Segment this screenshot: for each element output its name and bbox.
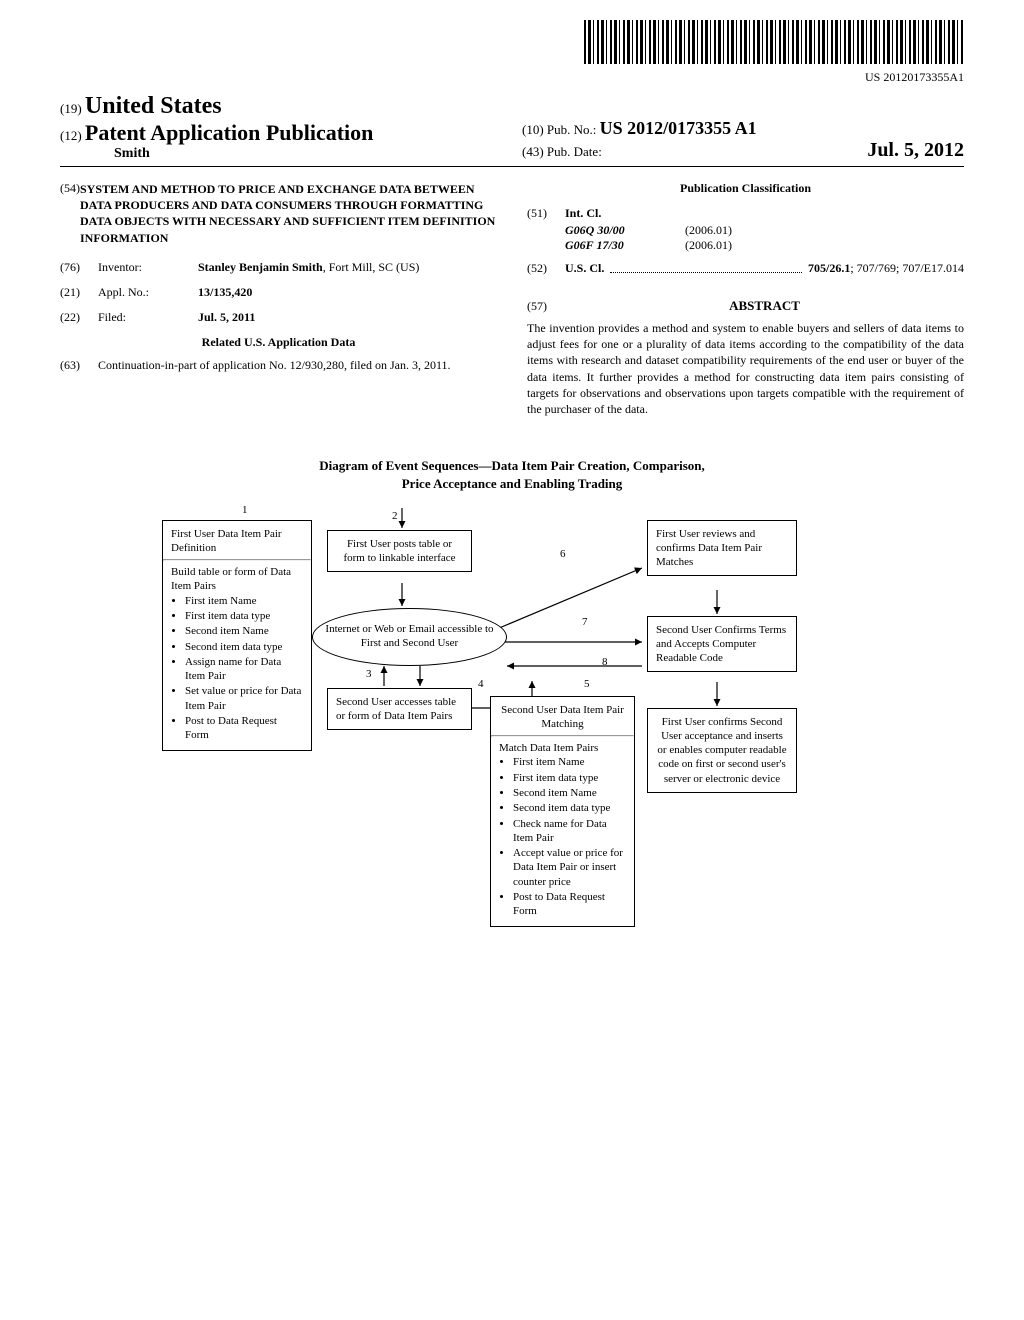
intcl-year-0: (2006.01) — [685, 223, 732, 238]
box5-items: First item Name First item data type Sec… — [513, 755, 626, 918]
left-column: (54) SYSTEM AND METHOD TO PRICE AND EXCH… — [60, 181, 497, 417]
author-name: Smith — [114, 146, 502, 162]
uscl-dots — [610, 261, 802, 273]
invention-title: SYSTEM AND METHOD TO PRICE AND EXCHANGE … — [80, 181, 497, 246]
code43: (43) — [522, 144, 544, 159]
box5-item: Post to Data Request Form — [513, 890, 626, 919]
diagram: 1 First User Data Item Pair Definition B… — [162, 508, 862, 1128]
abstract-heading: ABSTRACT — [565, 298, 964, 314]
code12: (12) — [60, 128, 82, 143]
pub-date: Jul. 5, 2012 — [867, 139, 964, 162]
box5-item: Second item data type — [513, 801, 626, 815]
oval3: Internet or Web or Email accessible to F… — [312, 608, 507, 666]
box1-item: Second item data type — [185, 640, 303, 654]
country-name: United States — [85, 93, 222, 119]
intcl-code-1: G06F 17/30 — [565, 238, 685, 253]
oval3-text: Internet or Web or Email accessible to F… — [321, 623, 498, 649]
oval3-num: 3 — [366, 668, 372, 680]
related-heading: Related U.S. Application Data — [60, 335, 497, 350]
barcode-text: US 20120173355A1 — [60, 70, 964, 85]
box7-text: Second User Confirms Terms and Accepts C… — [656, 624, 786, 665]
diagram-title-2: Price Acceptance and Enabling Trading — [402, 476, 623, 491]
box5-item: Check name for Data Item Pair — [513, 817, 626, 846]
classification-heading: Publication Classification — [527, 181, 964, 196]
code22: (22) — [60, 310, 98, 325]
diagram-title-1: Diagram of Event Sequences—Data Item Pai… — [319, 458, 705, 473]
header-row: (19) United States (12) Patent Applicati… — [60, 93, 964, 162]
box6-text: First User reviews and confirms Data Ite… — [656, 528, 762, 569]
filed-label: Filed: — [98, 310, 198, 325]
box5-item: Accept value or price for Data Item Pair… — [513, 846, 626, 889]
inventor-name: Stanley Benjamin Smith — [198, 260, 323, 274]
box5: Second User Data Item Pair Matching Matc… — [490, 696, 635, 927]
box5-num: 5 — [584, 678, 590, 690]
box5-title: Second User Data Item Pair Matching — [499, 703, 626, 732]
box5-item: First item data type — [513, 771, 626, 785]
box1-item: First item Name — [185, 594, 303, 608]
code19: (19) — [60, 101, 82, 116]
bibliographic-columns: (54) SYSTEM AND METHOD TO PRICE AND EXCH… — [60, 181, 964, 417]
pub-type: Patent Application Publication — [85, 120, 373, 145]
intcl-label: Int. Cl. — [565, 206, 964, 221]
intcl-year-1: (2006.01) — [685, 238, 732, 253]
box2: First User posts table or form to linkab… — [327, 530, 472, 573]
box1: First User Data Item Pair Definition Bui… — [162, 520, 312, 751]
uscl-rest: ; 707/769; 707/E17.014 — [850, 261, 964, 275]
code51: (51) — [527, 206, 565, 221]
inventor-label: Inventor: — [98, 260, 198, 275]
code54: (54) — [60, 181, 80, 246]
box8-num: 8 — [602, 656, 608, 668]
box5-subtitle: Match Data Item Pairs — [499, 741, 626, 755]
box7: Second User Confirms Terms and Accepts C… — [647, 616, 797, 673]
pub-no: US 2012/0173355 A1 — [600, 118, 757, 138]
diagram-title: Diagram of Event Sequences—Data Item Pai… — [60, 457, 964, 493]
box6-num: 6 — [560, 548, 566, 560]
box2-num: 2 — [392, 510, 398, 522]
code63: (63) — [60, 358, 98, 373]
uscl-bold: 705/26.1 — [808, 261, 850, 275]
code57: (57) — [527, 299, 565, 314]
box6: First User reviews and confirms Data Ite… — [647, 520, 797, 577]
header-rule — [60, 166, 964, 167]
filed-date: Jul. 5, 2011 — [198, 310, 497, 325]
box1-subtitle: Build table or form of Data Item Pairs — [171, 565, 303, 594]
pub-date-label: Pub. Date: — [547, 144, 602, 159]
box1-item: Post to Data Request Form — [185, 714, 303, 743]
box4-num: 4 — [478, 678, 484, 690]
box8-text: First User confirms Second User acceptan… — [657, 716, 786, 785]
pub-no-label: Pub. No.: — [547, 122, 596, 137]
code52: (52) — [527, 261, 565, 276]
uscl-label: U.S. Cl. — [565, 261, 604, 276]
box2-text: First User posts table or form to linkab… — [343, 538, 455, 564]
box1-item: Assign name for Data Item Pair — [185, 655, 303, 684]
code21: (21) — [60, 285, 98, 300]
code76: (76) — [60, 260, 98, 275]
box1-items: First item Name First item data type Sec… — [185, 594, 303, 743]
box4: Second User accesses table or form of Da… — [327, 688, 472, 731]
box1-item: Set value or price for Data Item Pair — [185, 684, 303, 713]
box5-item: Second item Name — [513, 786, 626, 800]
intcl-block: G06Q 30/00 (2006.01) G06F 17/30 (2006.01… — [565, 223, 964, 253]
box1-title: First User Data Item Pair Definition — [171, 527, 303, 556]
box1-num: 1 — [242, 504, 248, 516]
code10: (10) — [522, 122, 544, 137]
box8: First User confirms Second User acceptan… — [647, 708, 797, 793]
box5-item: First item Name — [513, 755, 626, 769]
right-column: Publication Classification (51) Int. Cl.… — [527, 181, 964, 417]
inventor-loc: , Fort Mill, SC (US) — [323, 260, 420, 274]
appl-no: 13/135,420 — [198, 285, 497, 300]
barcode-section: US 20120173355A1 — [60, 20, 964, 85]
box1-item: First item data type — [185, 609, 303, 623]
box7-num: 7 — [582, 616, 588, 628]
barcode-graphic — [584, 20, 964, 64]
box1-item: Second item Name — [185, 624, 303, 638]
related-text: Continuation-in-part of application No. … — [98, 358, 497, 373]
appl-label: Appl. No.: — [98, 285, 198, 300]
abstract-text: The invention provides a method and syst… — [527, 320, 964, 417]
intcl-code-0: G06Q 30/00 — [565, 223, 685, 238]
box4-text: Second User accesses table or form of Da… — [336, 696, 456, 722]
